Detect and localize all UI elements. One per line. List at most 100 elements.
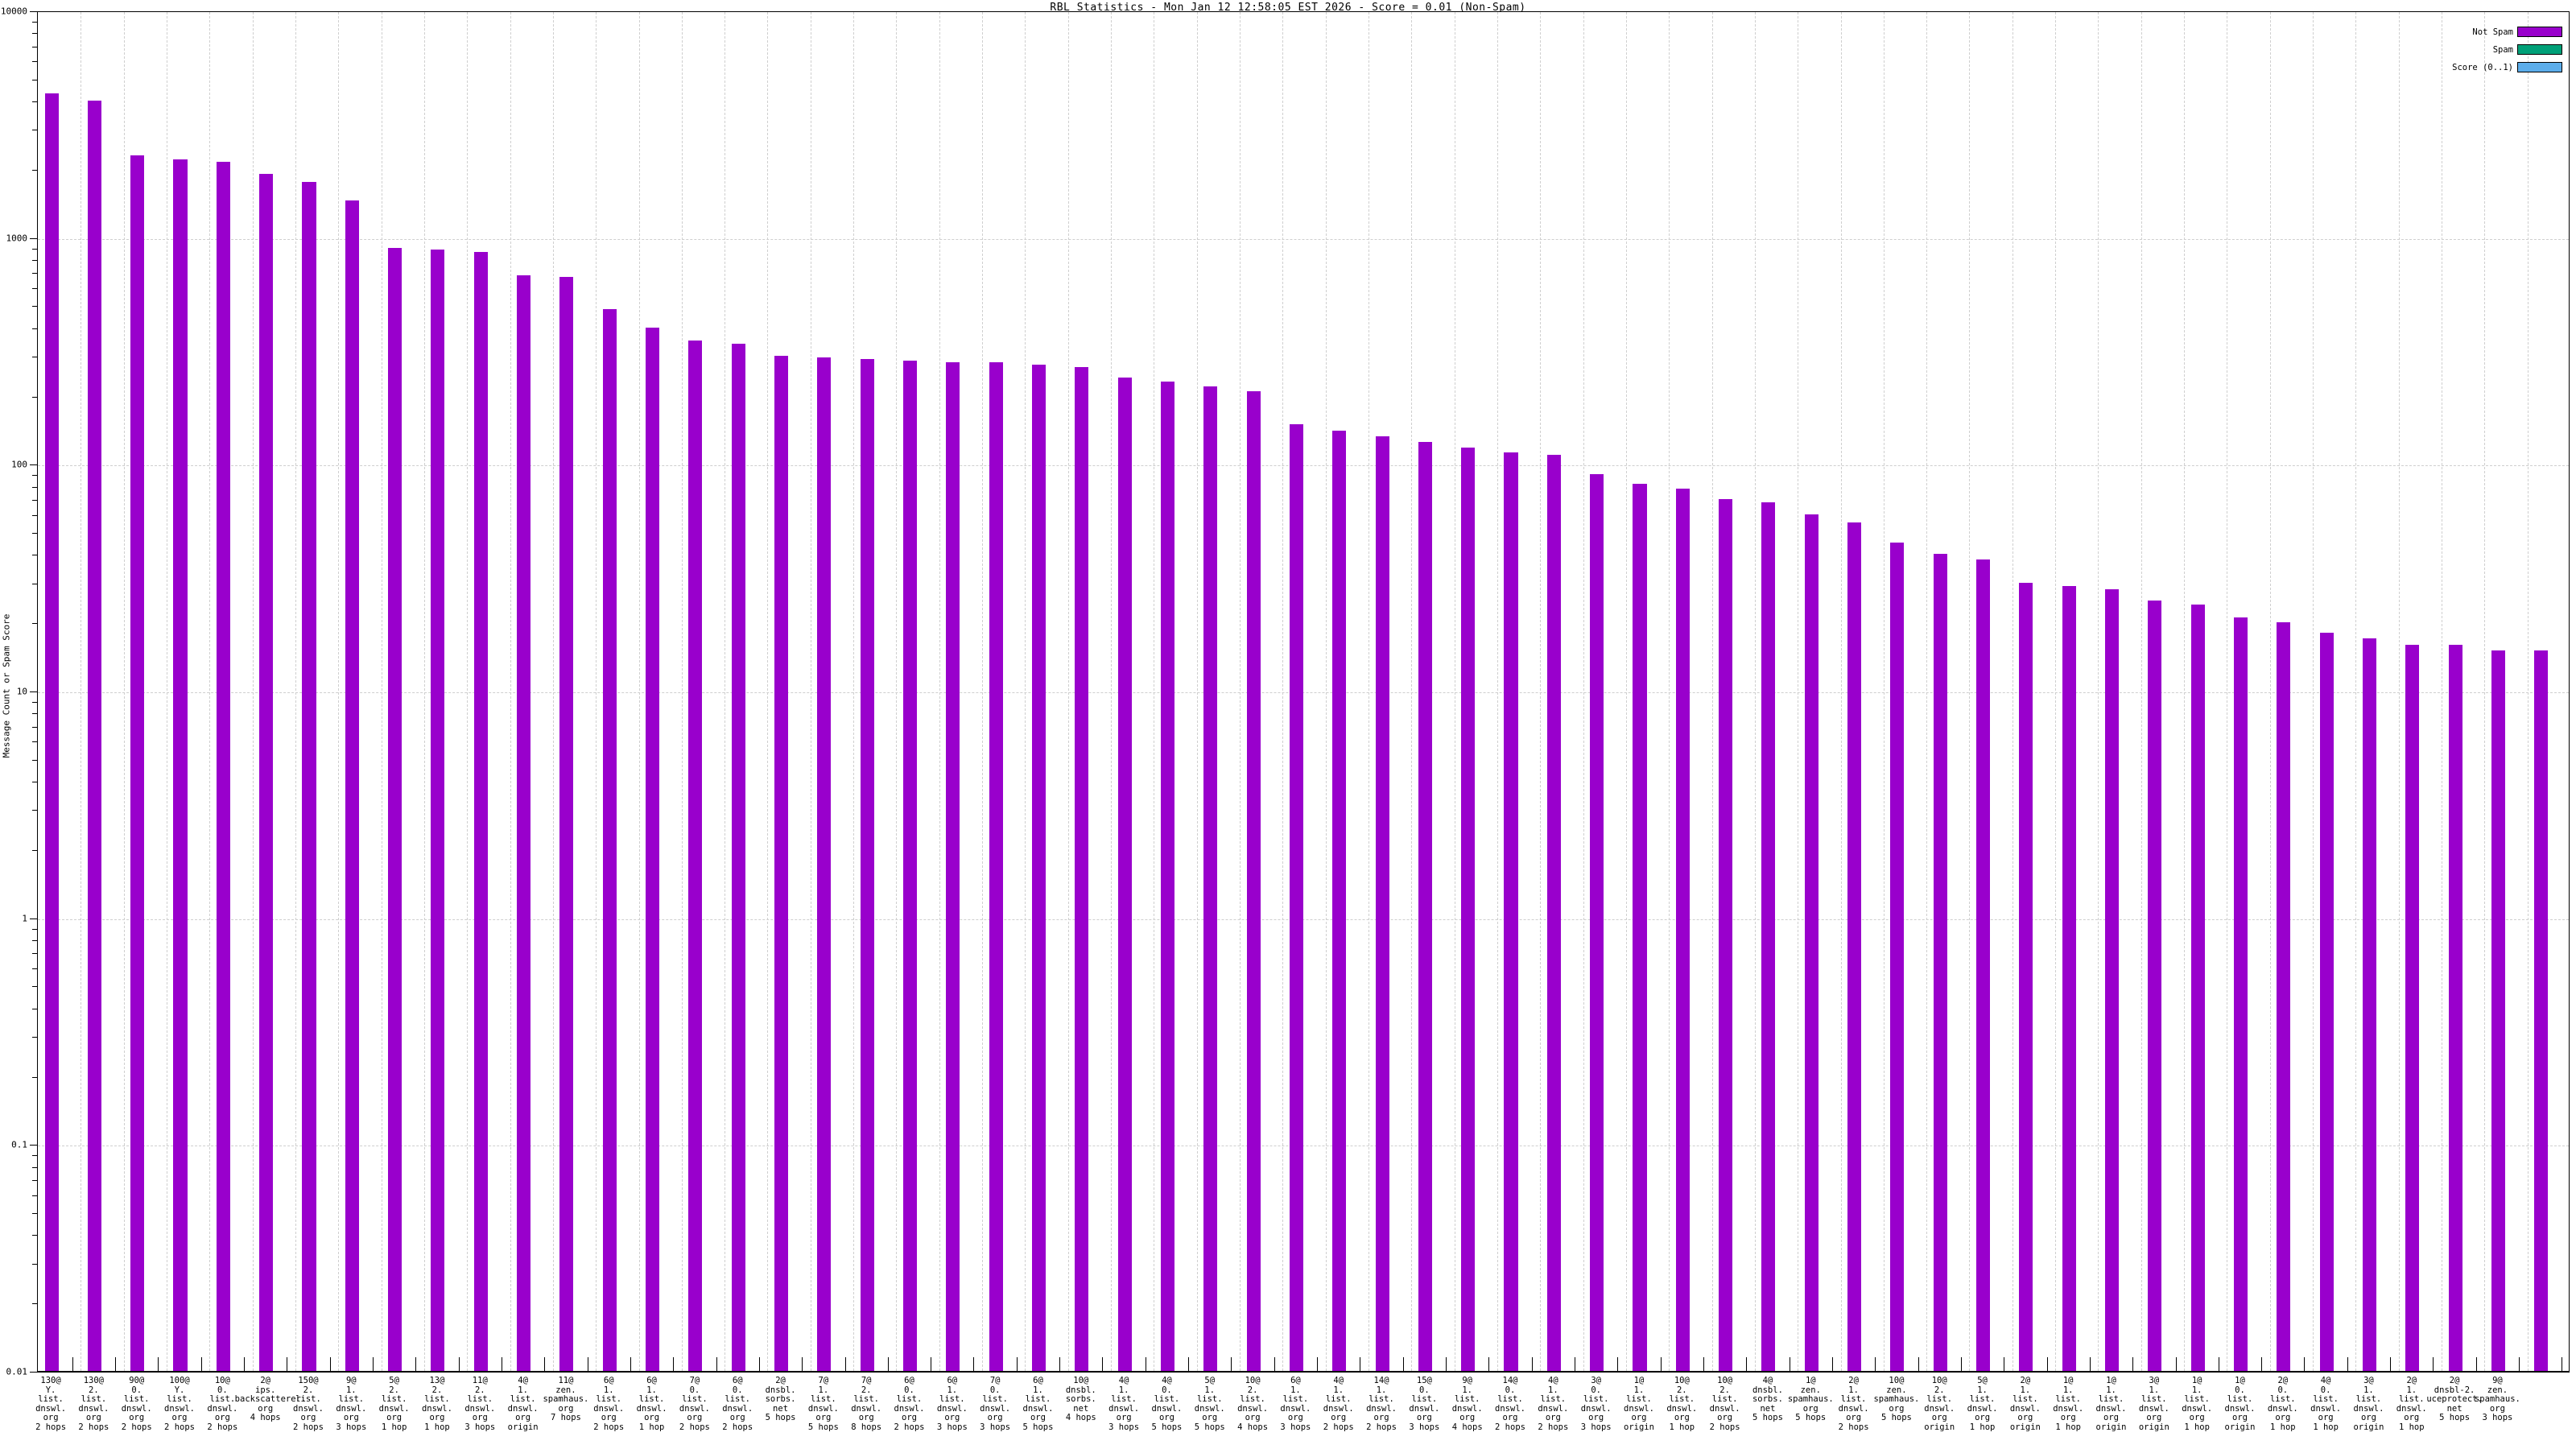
- bar-column[interactable]: [1203, 12, 1218, 1371]
- bar-not-spam[interactable]: [2148, 600, 2162, 1371]
- bar-not-spam[interactable]: [2491, 650, 2505, 1371]
- bar-column[interactable]: [1461, 12, 1476, 1371]
- bar-not-spam[interactable]: [1418, 442, 1432, 1371]
- bar-column[interactable]: [2190, 12, 2205, 1371]
- bar-column[interactable]: [1933, 12, 1947, 1371]
- bar-not-spam[interactable]: [44, 93, 59, 1371]
- bar-not-spam[interactable]: [1504, 452, 1518, 1371]
- bar-column[interactable]: [602, 12, 617, 1371]
- bar-column[interactable]: [946, 12, 960, 1371]
- bar-not-spam[interactable]: [1332, 431, 1347, 1371]
- bar-not-spam[interactable]: [1633, 483, 1647, 1371]
- bar-column[interactable]: [1504, 12, 1518, 1371]
- bar-column[interactable]: [1332, 12, 1347, 1371]
- bar-not-spam[interactable]: [989, 362, 1003, 1371]
- bar-not-spam[interactable]: [1246, 390, 1261, 1371]
- bar-column[interactable]: [2319, 12, 2334, 1371]
- bar-column[interactable]: [646, 12, 660, 1371]
- bar-column[interactable]: [388, 12, 402, 1371]
- bar-column[interactable]: [1761, 12, 1776, 1371]
- bar-column[interactable]: [1590, 12, 1604, 1371]
- bar-column[interactable]: [559, 12, 574, 1371]
- bar-not-spam[interactable]: [431, 250, 445, 1371]
- bar-not-spam[interactable]: [1847, 522, 1862, 1371]
- bar-column[interactable]: [1075, 12, 1089, 1371]
- bar-not-spam[interactable]: [1031, 364, 1046, 1371]
- bar-not-spam[interactable]: [130, 155, 145, 1371]
- bar-column[interactable]: [1031, 12, 1046, 1371]
- bar-not-spam[interactable]: [87, 101, 101, 1371]
- bar-not-spam[interactable]: [2277, 622, 2291, 1371]
- bar-column[interactable]: [2277, 12, 2291, 1371]
- bar-column[interactable]: [259, 12, 274, 1371]
- bar-not-spam[interactable]: [2448, 644, 2462, 1371]
- bar-column[interactable]: [216, 12, 230, 1371]
- bar-column[interactable]: [431, 12, 445, 1371]
- bar-not-spam[interactable]: [1160, 382, 1174, 1371]
- bar-not-spam[interactable]: [731, 343, 745, 1371]
- bar-not-spam[interactable]: [774, 355, 789, 1371]
- bar-column[interactable]: [1675, 12, 1690, 1371]
- bar-not-spam[interactable]: [2534, 650, 2549, 1371]
- bar-column[interactable]: [2405, 12, 2420, 1371]
- bar-not-spam[interactable]: [902, 361, 918, 1371]
- bar-column[interactable]: [1246, 12, 1261, 1371]
- bar-not-spam[interactable]: [1075, 366, 1089, 1371]
- bar-not-spam[interactable]: [2104, 589, 2120, 1371]
- bar-column[interactable]: [473, 12, 488, 1371]
- bar-column[interactable]: [1976, 12, 1991, 1371]
- bar-column[interactable]: [517, 12, 531, 1371]
- bar-column[interactable]: [731, 12, 745, 1371]
- bar-not-spam[interactable]: [2362, 638, 2376, 1371]
- bar-column[interactable]: [1160, 12, 1174, 1371]
- bar-column[interactable]: [2534, 12, 2549, 1371]
- bar-not-spam[interactable]: [2190, 604, 2205, 1371]
- bar-column[interactable]: [1117, 12, 1132, 1371]
- bar-not-spam[interactable]: [1719, 498, 1733, 1371]
- bar-not-spam[interactable]: [1976, 559, 1991, 1371]
- bar-column[interactable]: [130, 12, 145, 1371]
- bar-not-spam[interactable]: [1590, 474, 1604, 1371]
- bar-column[interactable]: [302, 12, 316, 1371]
- bar-not-spam[interactable]: [559, 276, 574, 1371]
- bar-column[interactable]: [1719, 12, 1733, 1371]
- bar-not-spam[interactable]: [302, 182, 316, 1371]
- bar-column[interactable]: [2062, 12, 2076, 1371]
- bar-column[interactable]: [1418, 12, 1432, 1371]
- bar-not-spam[interactable]: [1933, 554, 1947, 1371]
- bar-not-spam[interactable]: [173, 159, 188, 1371]
- bar-column[interactable]: [1804, 12, 1818, 1371]
- bar-not-spam[interactable]: [817, 357, 832, 1371]
- bar-not-spam[interactable]: [1890, 543, 1905, 1371]
- bar-not-spam[interactable]: [1375, 436, 1389, 1371]
- bar-not-spam[interactable]: [860, 359, 874, 1371]
- bar-column[interactable]: [2233, 12, 2248, 1371]
- bar-column[interactable]: [2491, 12, 2505, 1371]
- bar-column[interactable]: [817, 12, 832, 1371]
- bar-column[interactable]: [774, 12, 789, 1371]
- bar-column[interactable]: [1847, 12, 1862, 1371]
- bar-not-spam[interactable]: [1203, 386, 1218, 1371]
- bar-column[interactable]: [87, 12, 101, 1371]
- bar-not-spam[interactable]: [2062, 585, 2076, 1371]
- bar-column[interactable]: [2148, 12, 2162, 1371]
- bar-not-spam[interactable]: [216, 162, 230, 1371]
- bar-column[interactable]: [1633, 12, 1647, 1371]
- bar-column[interactable]: [688, 12, 703, 1371]
- bar-not-spam[interactable]: [1546, 454, 1561, 1371]
- bar-not-spam[interactable]: [2233, 617, 2248, 1371]
- bar-not-spam[interactable]: [946, 361, 960, 1371]
- bar-column[interactable]: [345, 12, 359, 1371]
- bar-not-spam[interactable]: [1289, 423, 1303, 1371]
- bar-not-spam[interactable]: [1461, 448, 1476, 1371]
- bar-not-spam[interactable]: [602, 309, 617, 1371]
- bar-column[interactable]: [989, 12, 1003, 1371]
- bar-not-spam[interactable]: [473, 252, 488, 1371]
- bar-not-spam[interactable]: [2319, 633, 2334, 1371]
- bar-not-spam[interactable]: [688, 341, 703, 1371]
- bar-not-spam[interactable]: [388, 247, 402, 1371]
- bar-not-spam[interactable]: [1804, 514, 1818, 1371]
- bar-not-spam[interactable]: [1675, 488, 1690, 1371]
- bar-column[interactable]: [2019, 12, 2033, 1371]
- bar-column[interactable]: [2448, 12, 2462, 1371]
